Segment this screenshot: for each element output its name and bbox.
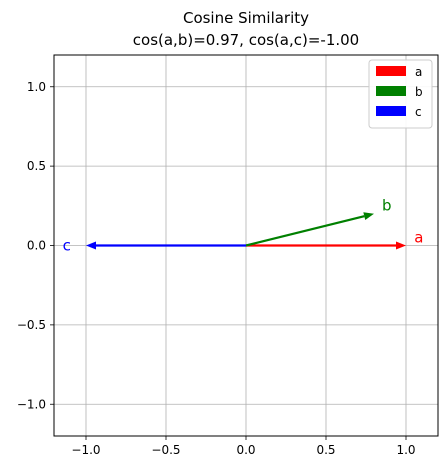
x-tick-label: 1.0 <box>396 443 415 457</box>
legend-label-c: c <box>415 105 422 119</box>
legend-label-b: b <box>415 85 423 99</box>
legend-swatch-b <box>376 86 406 96</box>
x-tick-label: 0.5 <box>316 443 335 457</box>
chart-title: Cosine Similarity <box>183 9 309 27</box>
x-tick-label: −0.5 <box>151 443 180 457</box>
vector-labels: a b c <box>63 197 424 255</box>
vector-c-arrowhead <box>86 241 96 250</box>
legend-swatch-a <box>376 66 406 76</box>
vector-b-label: b <box>382 197 392 215</box>
y-tick-label: −0.5 <box>17 318 46 332</box>
vectors <box>86 212 406 250</box>
legend-label-a: a <box>415 65 422 79</box>
x-tick-label: −1.0 <box>71 443 100 457</box>
y-tick-label: −1.0 <box>17 397 46 411</box>
y-tick-label: 1.0 <box>27 80 46 94</box>
legend-swatch-c <box>376 106 406 116</box>
vector-b-shaft <box>245 215 365 247</box>
y-tick-label: 0.5 <box>27 159 46 173</box>
vector-c-label: c <box>63 236 71 254</box>
vector-a-label: a <box>414 228 423 246</box>
vector-b-arrowhead <box>363 212 374 221</box>
y-tick-label: 0.0 <box>27 239 46 253</box>
chart-subtitle: cos(a,b)=0.97, cos(a,c)=-1.00 <box>133 31 359 49</box>
legend: abc <box>368 59 433 129</box>
x-axis-ticks: −1.0 −0.5 0.0 0.5 1.0 <box>71 436 416 457</box>
y-axis-ticks: 1.0 0.5 0.0 −0.5 −1.0 <box>17 80 54 411</box>
vector-a-arrowhead <box>396 241 406 250</box>
x-tick-label: 0.0 <box>236 443 255 457</box>
